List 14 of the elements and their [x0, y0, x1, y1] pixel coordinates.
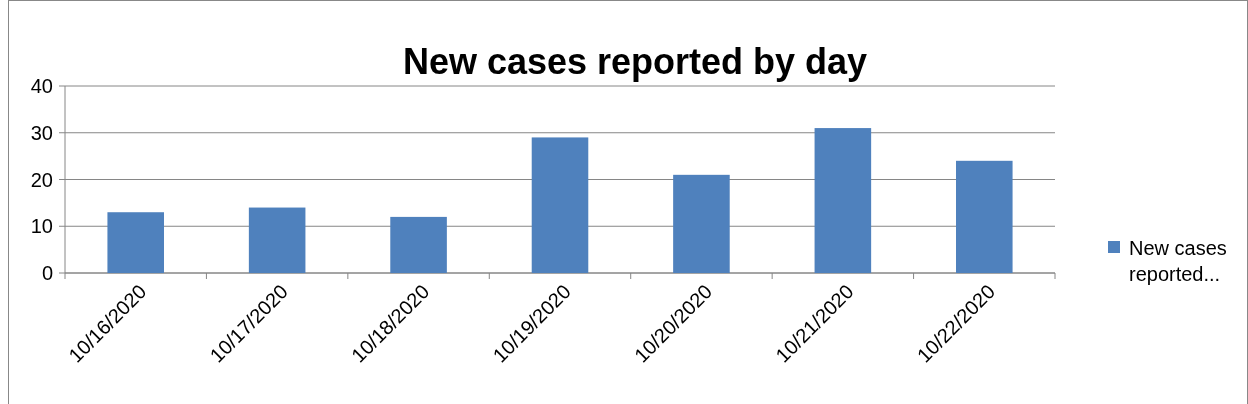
bar [531, 137, 589, 273]
y-tick-label: 30 [30, 121, 53, 144]
bar [956, 160, 1013, 273]
y-tick-label: 20 [30, 168, 53, 191]
y-tick-label: 0 [41, 262, 53, 284]
bar [107, 212, 164, 273]
bar [390, 216, 447, 273]
bar [673, 174, 730, 273]
bar [248, 207, 306, 273]
chart-title: New cases reported by day [402, 41, 868, 82]
bar [814, 128, 872, 273]
legend-label: New cases reported... [1129, 237, 1227, 285]
y-tick-label: 10 [30, 215, 53, 238]
y-tick-label: 40 [30, 75, 53, 97]
